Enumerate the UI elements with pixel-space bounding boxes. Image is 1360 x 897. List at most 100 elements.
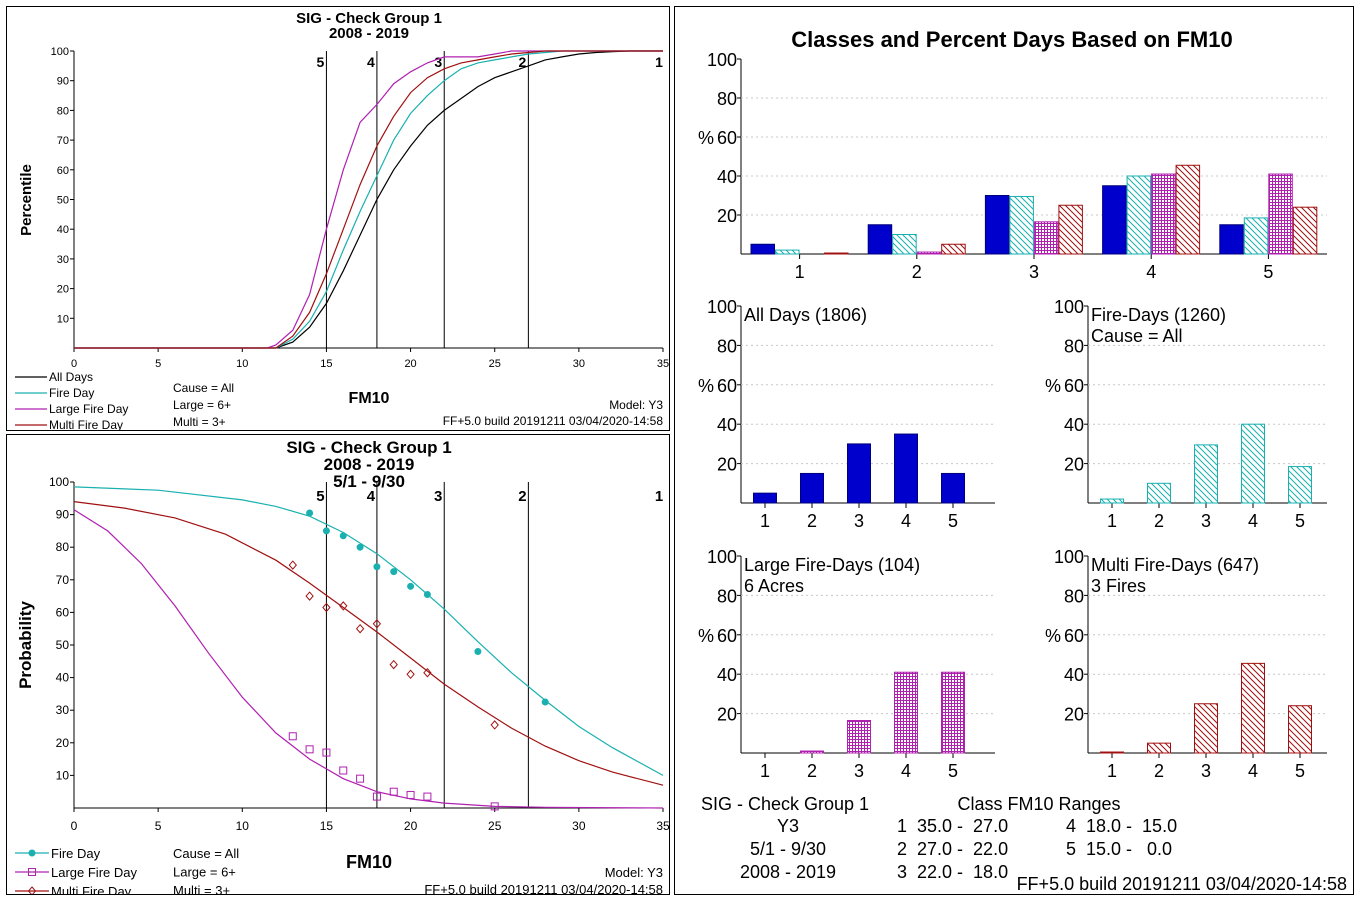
x-tick-label: 5 xyxy=(155,358,161,370)
legend-note: Large = 6+ xyxy=(173,398,231,412)
x-tick-label: 4 xyxy=(1248,761,1258,781)
data-point-multi-fire-day xyxy=(423,667,432,678)
bar-class-4 xyxy=(1241,662,1265,754)
bar-class-5 xyxy=(941,472,965,504)
x-tick-label: 20 xyxy=(404,819,418,833)
y-tick-label: 30 xyxy=(56,703,70,717)
y-tick-label: 80 xyxy=(717,336,737,356)
x-tick-label: 0 xyxy=(71,819,78,833)
probability-panel: SIG - Check Group 1 2008 - 2019 5/1 - 9/30… xyxy=(6,434,670,895)
footer-group-name: SIG - Check Group 1 xyxy=(701,794,869,814)
x-tick-label: 4 xyxy=(1146,262,1156,282)
y-tick-label: 40 xyxy=(57,224,69,236)
chart-subtitle: 2008 - 2019 xyxy=(329,25,409,42)
y-tick-label: 80 xyxy=(57,105,69,117)
y-tick-label: 20 xyxy=(56,736,70,750)
bar-class-4 xyxy=(1241,423,1265,504)
x-tick-label: 3 xyxy=(854,761,864,781)
x-tick-label: 25 xyxy=(489,358,501,370)
class-break-label: 2 xyxy=(518,54,526,70)
bar-combined-class-5 xyxy=(1243,217,1269,255)
data-point-fire-day xyxy=(407,582,415,590)
y-tick-label: 60 xyxy=(717,128,737,148)
y-axis-label: % xyxy=(1045,376,1061,396)
data-point-large-fire-day xyxy=(288,732,297,741)
y-tick-label: 60 xyxy=(56,605,70,619)
bar-class-2 xyxy=(1147,482,1171,504)
model-label: Model: Y3 xyxy=(605,865,663,880)
data-point-multi-fire-day xyxy=(339,601,348,611)
legend-entry: Fire Day xyxy=(49,386,94,400)
series-line-fire-day xyxy=(74,50,663,349)
build-label: FF+5.0 build 20191211 03/04/2020-14:58 xyxy=(424,882,663,894)
y-tick-label: 20 xyxy=(717,206,737,226)
y-tick-label: 60 xyxy=(57,165,69,177)
legend-entry: Large Fire Day xyxy=(51,865,137,880)
bar-combined-class-5 xyxy=(1219,224,1244,255)
fit-curve-fire-day xyxy=(73,486,664,776)
chart-title: SIG - Check Group 1 xyxy=(296,10,442,27)
bar-class-3 xyxy=(847,443,871,504)
y-tick-label: 40 xyxy=(56,671,70,685)
data-point-fire-day xyxy=(356,543,364,551)
data-point-fire-day xyxy=(423,590,431,598)
y-tick-label: 100 xyxy=(707,547,737,567)
data-point-fire-day xyxy=(541,698,549,706)
model-label: Model: Y3 xyxy=(609,398,663,412)
x-tick-label: 2 xyxy=(1154,761,1164,781)
bar-combined-class-2 xyxy=(916,251,942,255)
fit-curve-multi-fire-day xyxy=(73,501,664,786)
x-tick-label: 0 xyxy=(71,358,77,370)
y-tick-label: 100 xyxy=(49,475,69,489)
y-tick-label: 60 xyxy=(1064,376,1084,396)
x-tick-label: 15 xyxy=(320,358,332,370)
series-line-all-days xyxy=(74,50,663,349)
bar-class-3 xyxy=(1194,444,1218,504)
chart-title: Classes and Percent Days Based on FM10 xyxy=(791,27,1232,52)
y-tick-label: 30 xyxy=(57,254,69,266)
y-tick-label: 100 xyxy=(51,46,69,58)
y-tick-label: 80 xyxy=(1064,336,1084,356)
bar-combined-class-1 xyxy=(775,249,800,255)
panel-subtitle: 6 Acres xyxy=(744,576,804,596)
bar-combined-class-4 xyxy=(1126,175,1152,255)
x-tick-label: 15 xyxy=(320,819,334,833)
y-tick-label: 20 xyxy=(1064,705,1084,725)
bar-combined-class-4 xyxy=(1102,185,1127,255)
bar-combined-class-1 xyxy=(750,243,775,255)
y-axis-label: % xyxy=(698,128,714,148)
legend-note: Multi = 3+ xyxy=(173,415,226,429)
x-tick-label: 5 xyxy=(1295,761,1305,781)
bar-combined-class-3 xyxy=(984,195,1010,255)
footer-model: Y3 xyxy=(777,816,799,836)
data-point-large-fire-day xyxy=(490,802,499,811)
panel-title: All Days (1806) xyxy=(744,305,867,325)
bar-class-2 xyxy=(1147,742,1171,754)
data-point-large-fire-day xyxy=(423,792,432,801)
class-break-label: 4 xyxy=(367,54,375,70)
data-point-fire-day xyxy=(390,568,398,576)
x-tick-label: 1 xyxy=(795,262,805,282)
bar-combined-class-2 xyxy=(941,243,966,255)
data-point-multi-fire-day xyxy=(406,669,415,680)
x-tick-label: 4 xyxy=(1248,511,1258,531)
bar-class-4 xyxy=(894,433,918,504)
fit-curve-large-fire-day xyxy=(73,509,664,809)
y-tick-label: 70 xyxy=(56,573,70,587)
y-tick-label: 60 xyxy=(717,376,737,396)
y-tick-label: 20 xyxy=(717,705,737,725)
bar-combined-class-5 xyxy=(1292,206,1318,255)
chart-subtitle: 2008 - 2019 xyxy=(324,455,415,474)
y-tick-label: 40 xyxy=(1064,415,1084,435)
legend-entry: All Days xyxy=(49,370,93,384)
y-tick-label: 40 xyxy=(717,665,737,685)
x-tick-label: 5 xyxy=(1295,511,1305,531)
x-tick-label: 3 xyxy=(854,511,864,531)
series-line-multi-fire-day xyxy=(74,50,663,349)
data-point-fire-day xyxy=(306,509,314,517)
x-tick-label: 5 xyxy=(1263,262,1273,282)
x-tick-label: 3 xyxy=(1201,511,1211,531)
bar-class-1 xyxy=(753,492,777,504)
y-tick-label: 70 xyxy=(57,135,69,147)
